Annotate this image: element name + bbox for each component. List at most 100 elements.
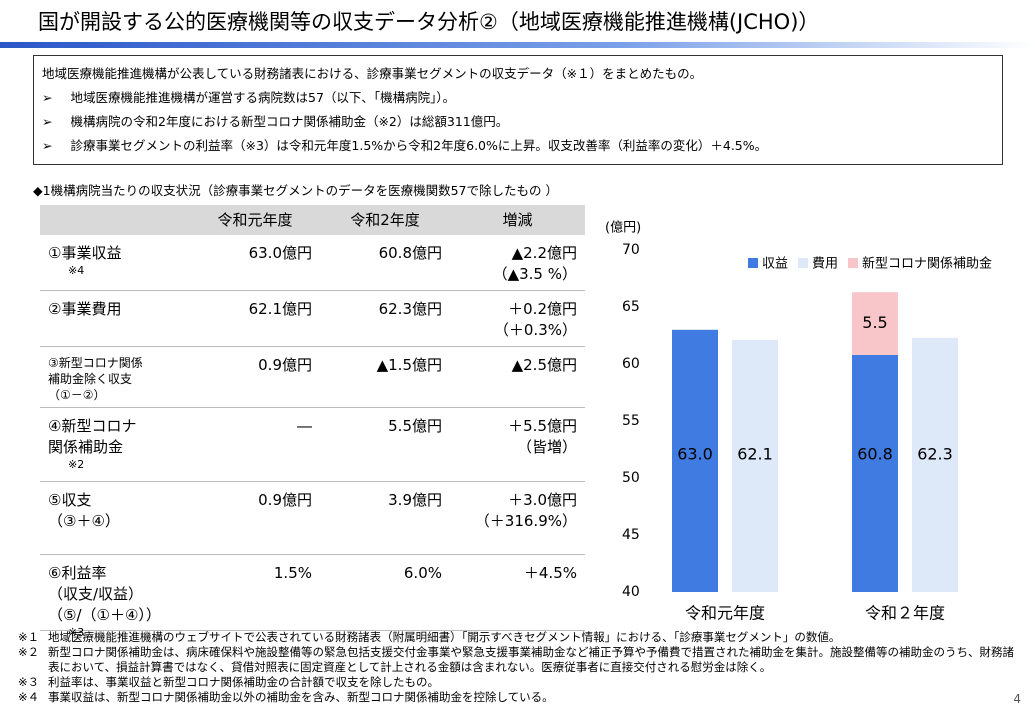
bullet: 地域医療機能推進機構が運営する病院数は57（以下、「機構病院」）。: [42, 86, 994, 110]
header-cell: 令和元年度: [217, 211, 293, 229]
row-label: ②事業費用: [40, 291, 190, 346]
y-tick-label: 60: [622, 356, 640, 372]
change-cell: ＋3.0億円 （＋316.9%）: [450, 482, 585, 554]
y-tick-label: 50: [622, 470, 640, 486]
footnote-mark: ※３: [18, 675, 40, 689]
footnote: ※４ 事業収益は、新型コロナ関係補助金以外の補助金を含み、新型コロナ関係補助金を控…: [18, 690, 1018, 705]
table-row: ①事業収益 ※4 63.0億円 60.8億円 ▲2.2億円 （▲3.5 %）: [40, 235, 585, 291]
bar: [852, 292, 898, 355]
label-line: 関係補助金: [48, 438, 124, 456]
bullet: 機構病院の令和2年度における新型コロナ関係補助金（※2）は総額311億円。: [42, 110, 994, 134]
footnote-text: 新型コロナ関係補助金は、病床確保料や施設整備等の緊急包括支援交付金事業や緊急支援…: [48, 645, 1014, 674]
header-cell: 令和2年度: [350, 211, 420, 229]
table-caption: ◆1機構病院当たりの収支状況（診療事業セグメントのデータを医療機関数57で除した…: [33, 183, 558, 198]
label-line: （①－②）: [48, 388, 106, 402]
change-line: （＋0.3%）: [493, 321, 577, 339]
y-unit: (億円): [605, 220, 641, 236]
y-tick-label: 55: [622, 413, 640, 429]
label-line: （収支/収益）: [48, 585, 144, 603]
label-line: ⑤収支: [48, 491, 92, 509]
label-line: ②事業費用: [48, 300, 122, 318]
value-cell: 1.5%: [190, 555, 320, 630]
title-rule: [0, 42, 1035, 48]
table-row: ⑥利益率 （収支/収益） （⑤/（①＋④）） ※3 1.5% 6.0% ＋4.5%: [40, 555, 585, 639]
legend-label: 費用: [812, 257, 838, 272]
value: 63.0億円: [248, 244, 312, 262]
note: ※2: [68, 458, 85, 471]
value: 1.5%: [273, 564, 312, 582]
value-cell: 63.0億円: [190, 235, 320, 290]
value: ▲1.5億円: [376, 356, 442, 374]
value: 5.5億円: [388, 417, 442, 435]
footnotes: ※１ 地域医療機能推進機構のウェブサイトで公表されている財務諸表（附属明細書）「開…: [18, 630, 1018, 705]
footnote: ※２ 新型コロナ関係補助金は、病床確保料や施設整備等の緊急包括支援交付金事業や緊急…: [18, 645, 1018, 675]
change-cell: ＋4.5%: [450, 555, 585, 630]
row-label: ④新型コロナ 関係補助金 ※2: [40, 408, 190, 481]
data-label: 60.8: [857, 445, 893, 464]
bar: [912, 337, 958, 592]
label-line: （⑤/（①＋④））: [48, 606, 161, 624]
note: ※3: [68, 626, 85, 639]
legend-swatch: [798, 258, 809, 268]
title: 国が開設する公的医療機関等の収支データ分析②（地域医療機能推進機構(JCHO)）: [38, 10, 820, 34]
value-cell: ▲1.5億円: [320, 347, 450, 407]
legend-label: 収益: [762, 257, 788, 272]
change-line: （▲3.5 %）: [492, 265, 577, 283]
y-tick-label: 45: [622, 527, 640, 543]
x-tick-label: 令和元年度: [685, 604, 765, 623]
value-cell: 0.9億円: [190, 482, 320, 554]
data-label: 62.1: [737, 445, 773, 464]
legend-swatch: [848, 258, 859, 268]
value: ―: [297, 417, 312, 435]
value-cell: 0.9億円: [190, 347, 320, 407]
header-cell: 増減: [502, 211, 533, 229]
value: 62.3億円: [378, 300, 442, 318]
value: 62.1億円: [248, 300, 312, 318]
change-line: ▲2.2億円: [511, 244, 577, 262]
footnote: ※３ 利益率は、事業収益と新型コロナ関係補助金の合計額で収支を除したもの。: [18, 675, 1018, 690]
value-cell: 60.8億円: [320, 235, 450, 290]
row-label: ⑥利益率 （収支/収益） （⑤/（①＋④）） ※3: [40, 555, 190, 639]
value-cell: 62.3億円: [320, 291, 450, 346]
label-line: ③新型コロナ関係: [48, 356, 143, 370]
table-row: ③新型コロナ関係 補助金除く収支 （①－②） 0.9億円 ▲1.5億円 ▲2.5億円: [40, 347, 585, 408]
lead: 地域医療機能推進機構が公表している財務諸表における、診療事業セグメントの収支デー…: [42, 66, 703, 81]
change-cell: ▲2.5億円: [450, 347, 585, 407]
label-line: ⑥利益率: [48, 564, 107, 582]
change-line: ＋5.5億円: [508, 417, 577, 435]
change-line: ▲2.5億円: [511, 356, 577, 374]
table-row: ④新型コロナ 関係補助金 ※2 ― 5.5億円 ＋5.5億円 （皆増）: [40, 408, 585, 482]
y-tick-label: 65: [622, 299, 640, 315]
table-row: ②事業費用 62.1億円 62.3億円 ＋0.2億円 （＋0.3%）: [40, 291, 585, 347]
bar: [852, 354, 898, 592]
change-line: （＋316.9%）: [474, 512, 577, 530]
change-cell: ＋5.5億円 （皆増）: [450, 408, 585, 481]
bar: [672, 329, 718, 592]
x-tick-label: 令和２年度: [865, 604, 945, 623]
chart: (億円) 40 45 50 55 60 65 70 収益 費用 新型コロナ関係補助金 63.0 62.1…: [605, 220, 992, 623]
row-label: ③新型コロナ関係 補助金除く収支 （①－②）: [40, 347, 190, 407]
y-tick-label: 40: [622, 584, 640, 600]
change-line: ＋3.0億円: [508, 491, 577, 509]
change-cell: ＋0.2億円 （＋0.3%）: [450, 291, 585, 346]
row-label: ⑤収支 （③＋④）: [40, 482, 190, 554]
value: 0.9億円: [258, 491, 312, 509]
data-label: 63.0: [677, 445, 713, 464]
bar: [732, 340, 778, 592]
label-line: ④新型コロナ: [48, 417, 137, 435]
label-line: ①事業収益: [48, 244, 122, 262]
table: 令和元年度 令和2年度 増減 ①事業収益 ※4 63.0億円 60.8億円 ▲2.2億円 （▲3…: [40, 205, 585, 639]
header-cell: [40, 205, 190, 235]
value-cell: 3.9億円: [320, 482, 450, 554]
footnote-mark: ※２: [18, 645, 40, 659]
value: 6.0%: [403, 564, 442, 582]
change-cell: ▲2.2億円 （▲3.5 %）: [450, 235, 585, 290]
y-tick-label: 70: [622, 242, 640, 258]
data-label: 62.3: [917, 445, 953, 464]
footnote-mark: ※４: [18, 690, 40, 704]
label-line: 補助金除く収支: [48, 372, 133, 386]
value-cell: 6.0%: [320, 555, 450, 630]
label-line: （③＋④）: [48, 512, 120, 530]
value-cell: 62.1億円: [190, 291, 320, 346]
